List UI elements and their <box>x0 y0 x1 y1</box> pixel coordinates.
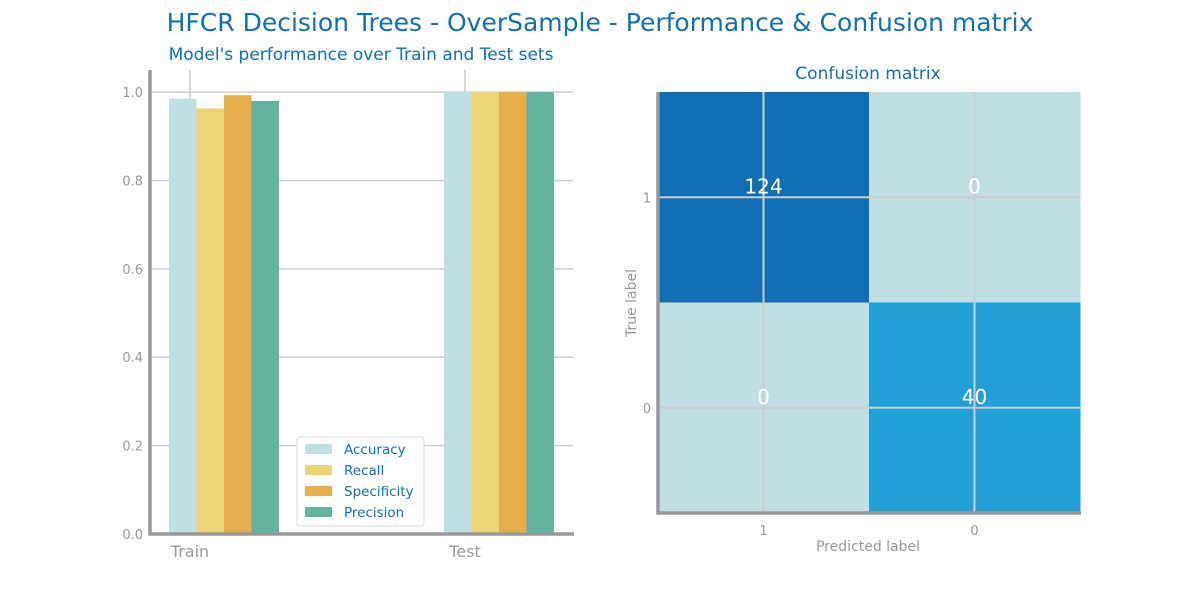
confusion-matrix-cells <box>658 92 1081 514</box>
bar-test-specificity <box>499 92 527 534</box>
legend-swatch-precision <box>305 507 332 517</box>
legend-label-specificity: Specificity <box>344 484 414 500</box>
confusion-matrix-title: Confusion matrix <box>795 64 940 84</box>
figure-title: HFCR Decision Trees - OverSample - Perfo… <box>167 8 1034 37</box>
confusion-matrix-y-axis-label: True label <box>624 269 640 338</box>
legend-label-precision: Precision <box>344 505 404 521</box>
y-tick-label: 1.0 <box>122 86 143 101</box>
legend-label-recall: Recall <box>344 463 384 479</box>
bar-test-accuracy <box>444 92 472 534</box>
cm-x-tick-label: 0 <box>970 524 978 539</box>
cm-value-label: 0 <box>757 385 770 409</box>
bar-train-recall <box>196 108 224 535</box>
bar-chart-x-ticks: Train Test <box>170 542 481 561</box>
legend-swatch-specificity <box>305 486 332 496</box>
x-tick-label-test: Test <box>448 542 481 561</box>
confusion-matrix-grid <box>658 92 1080 513</box>
bar-test-precision <box>526 92 554 534</box>
confusion-matrix-axes <box>656 92 1081 515</box>
y-tick-label: 0.8 <box>122 174 143 189</box>
cm-y-tick-label: 0 <box>643 402 651 417</box>
legend-swatch-accuracy <box>305 444 332 454</box>
y-tick-label: 0.6 <box>122 263 143 278</box>
bar-train-accuracy <box>169 98 197 534</box>
bar-chart-title: Model's performance over Train and Test … <box>169 45 554 65</box>
bar-train-specificity <box>224 95 252 534</box>
legend-label-accuracy: Accuracy <box>344 442 406 458</box>
y-tick-label: 0.0 <box>122 528 143 543</box>
legend-frame <box>296 436 425 527</box>
cm-value-label: 0 <box>968 174 981 198</box>
confusion-matrix-cell-labels: 124 0 0 40 <box>744 174 987 409</box>
y-tick-label: 0.4 <box>122 351 143 366</box>
y-tick-label: 0.2 <box>122 440 143 455</box>
cm-x-tick-label: 1 <box>759 524 767 539</box>
x-tick-label-train: Train <box>170 542 209 561</box>
bar-test-recall <box>471 92 499 534</box>
cm-value-label: 40 <box>962 385 987 409</box>
cm-value-label: 124 <box>744 174 782 198</box>
bar-chart-axes <box>148 70 574 536</box>
bar-chart-legend: Accuracy Recall Specificity Precision <box>296 436 425 527</box>
confusion-matrix-x-axis-label: Predicted label <box>816 539 920 555</box>
confusion-matrix-chart: Confusion matrix 124 0 0 40 1 0 1 0 Predicted … <box>624 64 1081 555</box>
legend-swatch-recall <box>305 465 332 475</box>
cm-y-tick-label: 1 <box>643 191 651 206</box>
bar-train-precision <box>251 100 279 534</box>
bar-chart-y-ticks: 0.0 0.2 0.4 0.6 0.8 1.0 <box>122 86 143 543</box>
confusion-matrix-ticks: 1 0 1 0 <box>643 191 979 539</box>
performance-bar-chart: Model's performance over Train and Test … <box>122 45 574 561</box>
bar-chart-bars <box>169 92 554 535</box>
